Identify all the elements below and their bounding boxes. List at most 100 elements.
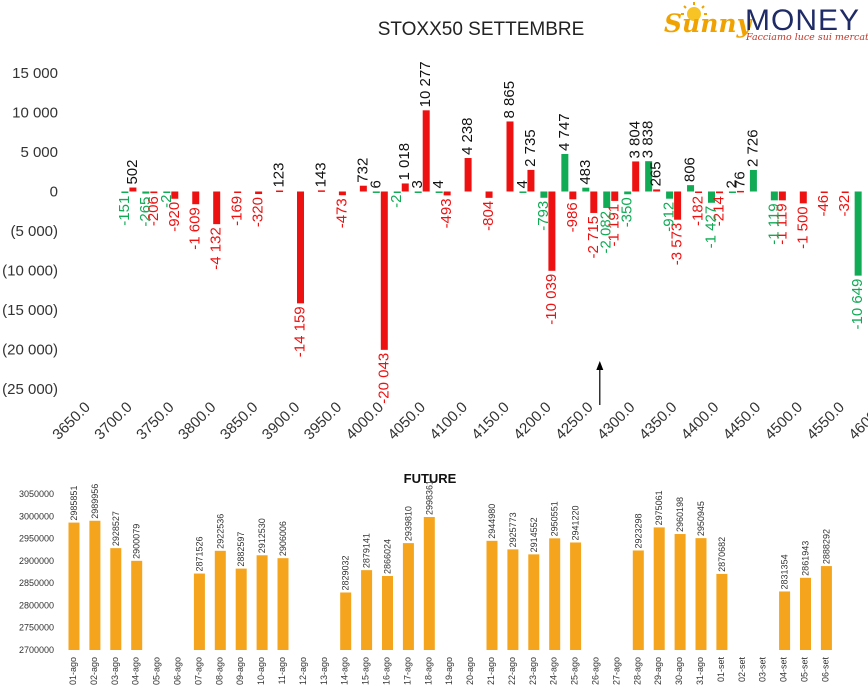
x-tick-label: 4150.0 <box>468 399 512 443</box>
bar-call <box>708 191 715 203</box>
bar-call <box>142 191 150 194</box>
future-bar <box>131 560 143 650</box>
bar-call <box>645 161 653 192</box>
future-x-tick-label: 30-ago <box>674 657 684 685</box>
future-bar <box>277 558 289 650</box>
x-tick-label: 4350.0 <box>636 399 680 443</box>
x-tick-label: 4250.0 <box>552 399 596 443</box>
future-x-tick-label: 01-ago <box>68 657 78 685</box>
bar-put <box>359 185 367 192</box>
future-y-tick-label: 2950000 <box>19 534 54 544</box>
data-label: -182 <box>690 196 707 226</box>
future-bar <box>214 550 226 650</box>
data-label: -2 715 <box>585 216 602 259</box>
bar-put <box>695 191 703 193</box>
future-value-label: 2906006 <box>278 521 288 556</box>
bar-put <box>192 191 200 205</box>
bar-put <box>799 191 807 204</box>
data-label: 123 <box>271 162 288 187</box>
future-value-label: 2922536 <box>215 514 225 549</box>
bar-put <box>674 191 682 220</box>
future-value-label: 2831354 <box>780 554 790 589</box>
data-label: -4 132 <box>208 227 225 270</box>
x-tick-label: 3800.0 <box>175 399 219 443</box>
future-x-tick-label: 16-ago <box>382 657 392 685</box>
data-label: 143 <box>312 162 329 187</box>
data-label: -206 <box>145 196 162 226</box>
data-label: -46 <box>815 195 832 217</box>
future-y-tick-label: 3000000 <box>19 511 54 521</box>
bar-put <box>632 161 640 192</box>
x-tick-label: 3950.0 <box>301 399 345 443</box>
future-x-tick-label: 23-ago <box>528 657 538 685</box>
future-value-label: 2870682 <box>717 537 727 572</box>
data-label: -214 <box>711 196 728 226</box>
future-x-tick-label: 25-ago <box>570 657 580 685</box>
y-tick-label: (5 000) <box>10 223 58 240</box>
logo-money-text: MONEY <box>745 4 860 37</box>
bar-put <box>820 191 828 193</box>
data-label: -986 <box>564 202 581 232</box>
future-x-tick-label: 13-ago <box>319 657 329 685</box>
future-x-tick-label: 04-set <box>779 657 789 683</box>
future-bar <box>695 538 707 650</box>
x-tick-label: 3650.0 <box>49 399 93 443</box>
future-x-tick-label: 19-ago <box>444 657 454 685</box>
future-x-tick-label: 15-ago <box>361 657 371 685</box>
x-tick-label: 3900.0 <box>259 399 303 443</box>
future-y-tick-label: 2900000 <box>19 556 54 566</box>
x-tick-label: 3750.0 <box>133 399 177 443</box>
data-label: 2 726 <box>744 129 761 167</box>
x-tick-label: 4300.0 <box>594 399 638 443</box>
bar-call <box>854 191 862 276</box>
future-x-tick-label: 11-ago <box>277 657 287 684</box>
data-label: -912 <box>661 202 678 232</box>
future-bar <box>716 573 728 650</box>
future-x-tick-label: 14-ago <box>340 657 350 685</box>
future-value-label: 2871526 <box>194 537 204 572</box>
data-label: -20 043 <box>375 353 392 404</box>
future-x-tick-label: 27-ago <box>611 657 621 685</box>
data-label: -1 119 <box>773 203 790 244</box>
data-label: 732 <box>354 158 371 183</box>
future-x-tick-label: 07-ago <box>193 657 203 685</box>
future-value-label: 2900079 <box>132 524 142 559</box>
future-y-tick-label: 2750000 <box>19 623 54 633</box>
y-tick-label: (10 000) <box>2 263 58 280</box>
future-x-tick-label: 03-set <box>758 657 768 683</box>
data-label: -151 <box>116 196 133 226</box>
data-label: -3 573 <box>669 223 686 266</box>
bar-put <box>401 183 409 192</box>
future-bar <box>89 520 101 650</box>
future-x-tick-label: 21-ago <box>486 657 496 685</box>
y-tick-label: 15 000 <box>12 65 58 82</box>
logo-sunny-text: Sunny <box>664 9 753 38</box>
future-value-label: 2950945 <box>696 501 706 536</box>
future-x-tick-label: 01-set <box>716 657 726 683</box>
sun-icon <box>681 2 707 21</box>
bar-put <box>736 190 744 193</box>
future-value-label: 2989956 <box>90 484 100 519</box>
bar-put <box>129 187 137 192</box>
data-label: 4 238 <box>459 117 476 155</box>
y-axis-ticks: 15 000 10 000 5 000 0 (5 000) (10 000) (15 000… <box>2 65 58 398</box>
bar-put <box>297 191 304 304</box>
bar-put <box>150 191 158 194</box>
data-label: 806 <box>682 157 699 182</box>
logo-tagline: Facciamo luce sui mercati <box>745 32 868 43</box>
bar-call <box>582 187 590 192</box>
data-label: 2 735 <box>522 129 539 167</box>
data-label: -2 082 <box>598 211 615 254</box>
bar-put <box>380 191 388 350</box>
data-label: 10 277 <box>417 61 434 107</box>
future-x-axis-labels: 01-ago 02-ago 03-ago 04-ago 05-ago 06-ago 07-a… <box>68 657 830 686</box>
data-label: 265 <box>648 161 665 186</box>
future-value-label: 2888292 <box>821 529 831 564</box>
future-y-tick-label: 2850000 <box>19 578 54 588</box>
future-x-tick-label: 02-ago <box>89 657 99 685</box>
future-x-tick-label: 03-ago <box>110 657 120 685</box>
data-label: 3 804 <box>627 121 644 159</box>
bar-call <box>435 191 443 193</box>
